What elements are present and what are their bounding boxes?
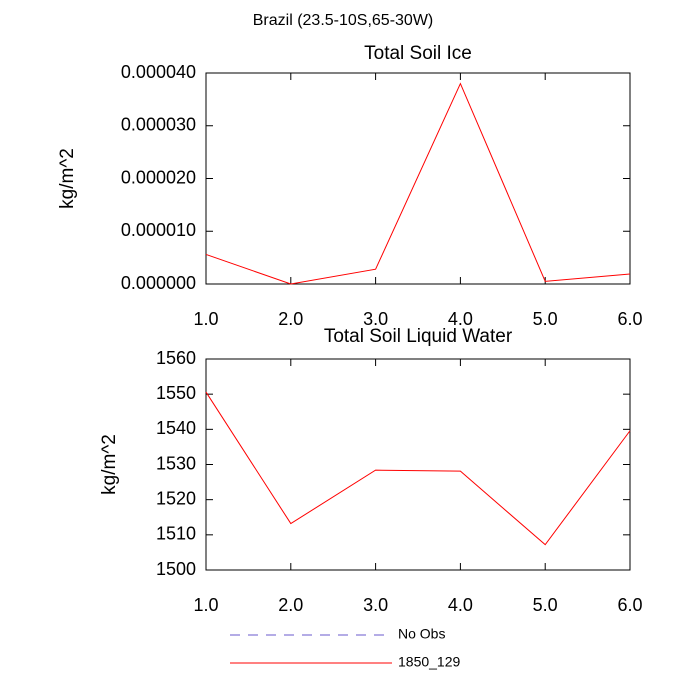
legend-label: No Obs xyxy=(398,626,445,642)
y-tick-label: 1520 xyxy=(156,488,196,508)
y-tick-label: 1550 xyxy=(156,383,196,403)
x-tick-label: 3.0 xyxy=(363,309,388,329)
x-tick-label: 4.0 xyxy=(448,309,473,329)
x-tick-label: 5.0 xyxy=(533,595,558,615)
x-tick-label: 6.0 xyxy=(617,309,642,329)
legend-label: 1850_129 xyxy=(398,654,461,670)
x-tick-label: 5.0 xyxy=(533,309,558,329)
x-tick-label: 6.0 xyxy=(617,595,642,615)
y-tick-label: 0.000000 xyxy=(121,273,196,293)
x-tick-label: 3.0 xyxy=(363,595,388,615)
data-line xyxy=(205,82,631,285)
x-tick-label: 1.0 xyxy=(193,309,218,329)
y-tick-label: 0.000040 xyxy=(121,62,196,82)
y-tick-label: 0.000030 xyxy=(121,115,196,135)
data-line xyxy=(205,391,631,546)
y-tick-label: 0.000020 xyxy=(121,167,196,187)
x-tick-label: 4.0 xyxy=(448,595,473,615)
y-tick-label: 1530 xyxy=(156,453,196,473)
y-tick-label: 1540 xyxy=(156,418,196,438)
y-axis-label: kg/m^2 xyxy=(99,434,120,495)
y-tick-label: 1510 xyxy=(156,524,196,544)
y-tick-label: 0.000010 xyxy=(121,220,196,240)
x-tick-label: 2.0 xyxy=(278,595,303,615)
y-tick-label: 1500 xyxy=(156,559,196,579)
plot-frame xyxy=(205,72,631,285)
y-axis-label: kg/m^2 xyxy=(57,148,78,209)
y-tick-label: 1560 xyxy=(156,348,196,368)
x-tick-label: 2.0 xyxy=(278,309,303,329)
page-title: Brazil (23.5-10S,65-30W) xyxy=(253,12,434,29)
plot-frame xyxy=(205,358,631,571)
chart-title: Total Soil Ice xyxy=(364,43,472,64)
x-tick-label: 1.0 xyxy=(193,595,218,615)
chart-title: Total Soil Liquid Water xyxy=(324,326,513,347)
